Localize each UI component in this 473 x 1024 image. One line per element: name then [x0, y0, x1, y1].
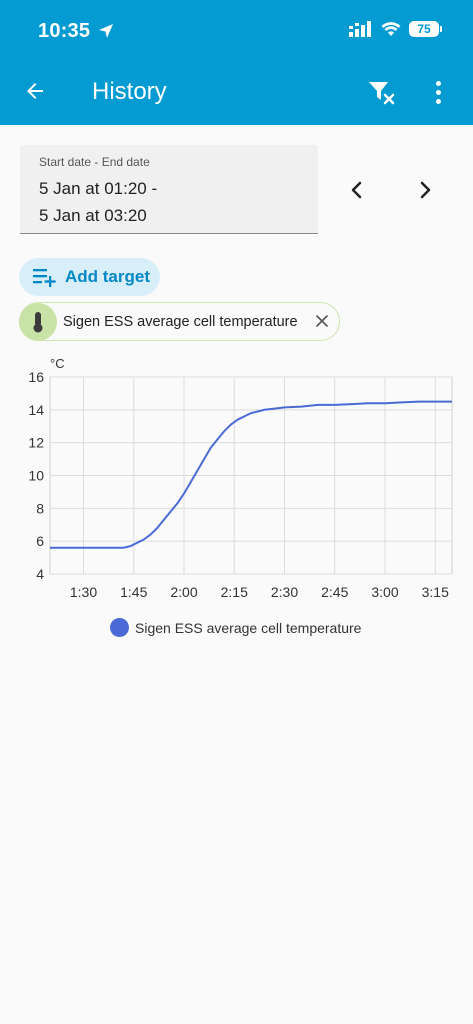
- date-range-value: 5 Jan at 01:20 - 5 Jan at 03:20: [39, 175, 157, 229]
- chevron-right-icon: [420, 181, 431, 199]
- add-target-label: Add target: [65, 267, 150, 286]
- clear-filter-button[interactable]: [366, 76, 398, 108]
- status-time: 10:35: [38, 20, 91, 42]
- x-tick-label: 3:15: [422, 584, 449, 600]
- filter-remove-icon: [369, 82, 395, 105]
- battery-indicator: 75: [409, 21, 442, 37]
- dot-icon: [435, 80, 441, 86]
- thermometer-icon: [19, 302, 57, 341]
- chart-legend[interactable]: Sigen ESS average cell temperature: [110, 618, 361, 637]
- x-tick-label: 2:15: [221, 584, 248, 600]
- previous-period-button[interactable]: [344, 177, 370, 203]
- y-tick-label: 16: [28, 369, 44, 385]
- x-tick-label: 3:00: [371, 584, 398, 600]
- chevron-left-icon: [351, 181, 362, 199]
- y-tick-label: 4: [36, 566, 44, 582]
- dot-icon: [435, 98, 441, 104]
- playlist-add-icon: [33, 269, 56, 287]
- arrow-left-icon: [27, 83, 43, 99]
- x-tick-label: 1:30: [70, 584, 97, 600]
- y-tick-label: 10: [28, 468, 44, 484]
- series-line: [50, 400, 452, 549]
- status-icons: 75: [349, 21, 442, 37]
- date-range-label: Start date - End date: [39, 155, 150, 169]
- start-date: 5 Jan at 01:20 -: [39, 179, 158, 198]
- close-icon: [316, 315, 328, 327]
- overflow-menu-button[interactable]: [428, 78, 448, 106]
- cellular-signal-icon: [349, 21, 371, 37]
- y-tick-label: 8: [36, 500, 44, 516]
- x-tick-label: 2:30: [271, 584, 298, 600]
- x-tick-label: 1:45: [120, 584, 147, 600]
- wifi-icon: [381, 22, 401, 36]
- legend-color-dot: [110, 618, 129, 637]
- app-header: 10:35 75 History: [0, 0, 473, 125]
- date-range-picker[interactable]: Start date - End date 5 Jan at 01:20 - 5…: [20, 145, 318, 234]
- end-date: 5 Jan at 03:20: [39, 206, 147, 225]
- next-period-button[interactable]: [412, 177, 438, 203]
- y-tick-label: 12: [28, 435, 44, 451]
- y-tick-label: 6: [36, 533, 44, 549]
- history-chart: 4 6 8 10 12 14 16 1:30 1:45 2:00 2:15 2:30 2:45 3:00 3…: [0, 350, 473, 650]
- x-tick-label: 2:45: [321, 584, 348, 600]
- entity-chip[interactable]: Sigen ESS average cell temperature: [19, 302, 340, 341]
- location-arrow-icon: [99, 24, 113, 38]
- page-title: History: [92, 78, 167, 105]
- y-tick-label: 14: [28, 402, 44, 418]
- line-chart: 4 6 8 10 12 14 16 1:30 1:45 2:00 2:15 2:30 2:45 3:00 3…: [28, 356, 453, 600]
- dot-icon: [435, 89, 441, 95]
- add-target-button[interactable]: Add target: [19, 258, 160, 296]
- entity-chip-label: Sigen ESS average cell temperature: [63, 313, 298, 330]
- x-tick-label: 2:00: [170, 584, 197, 600]
- y-unit-label: °C: [50, 356, 65, 371]
- remove-entity-button[interactable]: [313, 312, 331, 330]
- back-button[interactable]: [20, 76, 50, 106]
- legend-label: Sigen ESS average cell temperature: [135, 619, 362, 636]
